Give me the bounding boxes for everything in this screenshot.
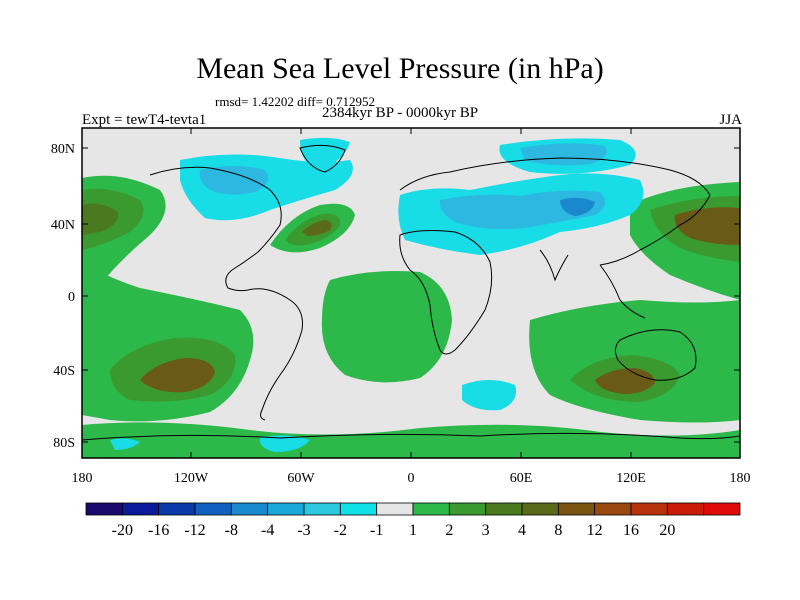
coast-north-america: [149, 166, 282, 292]
latitude-axis: 80N 40N 0 40S 80S: [51, 142, 740, 451]
lon-label: 60W: [287, 471, 315, 486]
anomaly-negative-antarctic-patch-2: [110, 438, 140, 450]
colorbar-label: -16: [148, 522, 169, 539]
anomaly-negative-south-indian: [462, 380, 516, 411]
colorbar-swatch: [230, 502, 269, 516]
coast-south-america: [247, 288, 303, 421]
colorbar-swatch: [121, 502, 160, 516]
map-title: Mean Sea Level Pressure (in hPa): [196, 52, 604, 85]
colorbar: -20 -16 -12 -8 -4 -3 -2 -1 1 2 3 4 8 12 16 20: [85, 502, 741, 539]
anomaly-positive-north-atlantic-center: [302, 220, 332, 236]
colorbar-label: -8: [225, 522, 238, 539]
coast-india: [539, 249, 569, 282]
colorbar-swatch: [630, 502, 668, 516]
coast-eurasia: [399, 157, 711, 266]
experiment-label: Expt = tewT4-tevta1: [82, 112, 207, 128]
colorbar-label: 1: [409, 522, 417, 539]
anomaly-positive-south-atlantic: [321, 271, 452, 383]
colorbar-swatch: [303, 502, 341, 516]
coast-australia: [614, 329, 697, 381]
lon-label: 180: [730, 471, 751, 486]
colorbar-swatch: [158, 502, 196, 516]
anomaly-positive-north-pacific-east-center: [674, 207, 740, 245]
lat-label: 0: [68, 290, 75, 305]
contour-field: [82, 128, 740, 458]
colorbar-label: 16: [623, 522, 639, 539]
anomaly-negative-north-america-core: [199, 166, 269, 195]
coast-southeast-asia: [599, 264, 646, 319]
colorbar-swatch: [557, 502, 596, 516]
colorbar-label: -12: [184, 522, 205, 539]
colorbar-label: -2: [334, 522, 347, 539]
longitude-axis: 180 120W 60W 0 60E 120E 180: [72, 128, 751, 486]
lon-label: 0: [408, 471, 415, 486]
lat-label: 40S: [53, 364, 75, 379]
colorbar-label: 2: [445, 522, 453, 539]
colorbar-swatch: [339, 502, 378, 516]
lon-label: 120E: [616, 471, 646, 486]
colorbar-label: 3: [482, 522, 490, 539]
colorbar-label: -20: [112, 522, 133, 539]
colorbar-swatch: [594, 502, 632, 516]
lat-label: 80N: [51, 142, 75, 157]
anomaly-positive-antarctic-band: [82, 422, 740, 458]
lon-label: 120W: [174, 471, 209, 486]
lat-label: 40N: [51, 218, 75, 233]
anomaly-negative-antarctic-patch: [259, 435, 310, 452]
colorbar-swatch: [194, 502, 232, 516]
anomaly-negative-siberia-core: [520, 143, 607, 166]
colorbar-label: 20: [659, 522, 675, 539]
colorbar-swatch: [85, 502, 123, 516]
lon-label: 180: [72, 471, 93, 486]
colorbar-label: -1: [370, 522, 383, 539]
season-label: JJA: [719, 112, 742, 128]
coast-africa: [399, 230, 493, 355]
colorbar-swatch: [485, 502, 523, 516]
coastlines: [82, 144, 740, 441]
colorbar-swatch: [376, 502, 414, 516]
colorbar-label: 4: [518, 522, 526, 539]
coast-greenland: [299, 144, 346, 173]
anomaly-negative-eurasia-center: [560, 197, 595, 216]
colorbar-swatch: [267, 502, 305, 516]
anomaly-positive-south-pacific-center: [140, 358, 215, 393]
anomaly-positive-north-pacific-west-center: [82, 203, 119, 235]
colorbar-swatch: [666, 502, 705, 516]
colorbar-swatch: [448, 502, 487, 516]
coast-antarctica: [82, 432, 740, 441]
colorbar-swatch: [412, 502, 450, 516]
lat-label: 80S: [53, 436, 75, 451]
colorbar-swatch: [521, 502, 559, 516]
colorbar-label: -3: [297, 522, 310, 539]
period-text: 2384kyr BP - 0000kyr BP: [321, 105, 479, 121]
anomaly-positive-australia-center: [595, 368, 655, 394]
colorbar-swatch: [703, 502, 741, 516]
colorbar-label: 8: [554, 522, 562, 539]
lon-label: 60E: [510, 471, 533, 486]
colorbar-label: -4: [261, 522, 274, 539]
stats-text: rmsd= 1.42202 diff= 0.712952: [215, 94, 375, 109]
colorbar-label: 12: [587, 522, 603, 539]
